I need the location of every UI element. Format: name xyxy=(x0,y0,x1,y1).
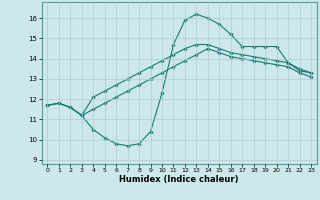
X-axis label: Humidex (Indice chaleur): Humidex (Indice chaleur) xyxy=(119,175,239,184)
